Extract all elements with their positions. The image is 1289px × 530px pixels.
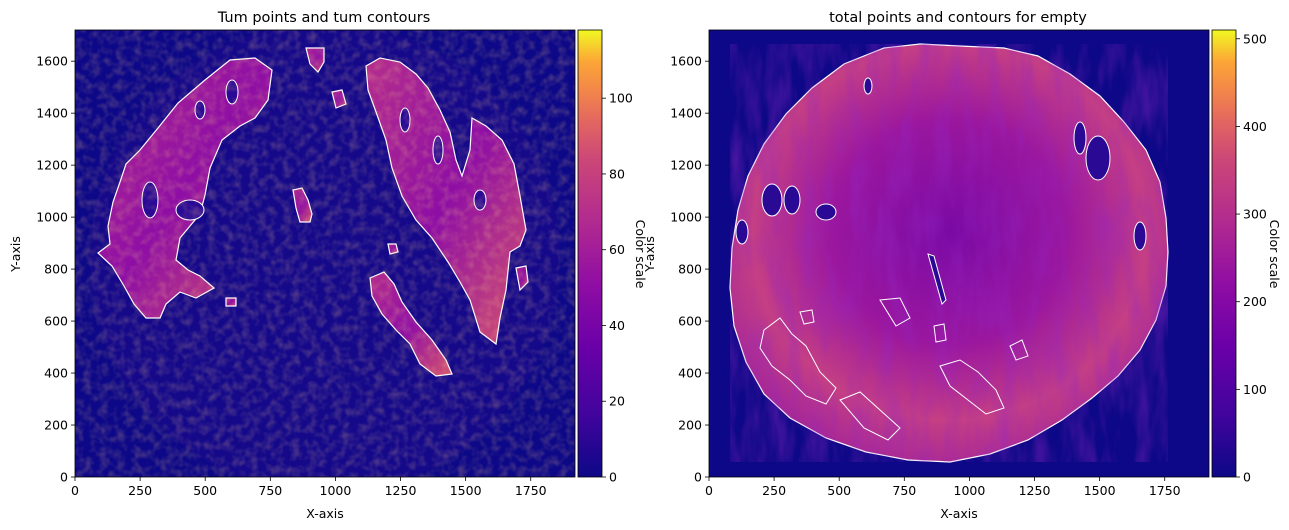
right-y-tick-label: 200 [678, 418, 702, 433]
left-plot-frame [74, 29, 576, 478]
left-heatmap-image [75, 30, 575, 477]
right-x-tick-label: 1500 [1084, 483, 1116, 498]
right-colorbar-tick-label: 0 [1243, 470, 1251, 485]
right-x-tick-label: 1000 [954, 483, 986, 498]
left-y-tick-label: 1400 [36, 106, 68, 121]
left-y-tick-label: 600 [44, 314, 68, 329]
right-x-tick-label: 250 [762, 483, 786, 498]
left-colorbar-ticks: 0 20 40 60 80 100 [602, 91, 633, 485]
right-plot-frame [708, 29, 1210, 478]
right-heatmap-image [709, 30, 1209, 477]
left-x-axis-label: X-axis [306, 506, 344, 521]
left-x-tick-label: 1000 [320, 483, 352, 498]
right-y-ticks: 0 200 400 600 800 1000 1200 1400 1600 [670, 54, 709, 485]
right-colorbar-ticks: 0 100 200 300 400 500 [1236, 31, 1267, 485]
left-y-tick-label: 1000 [36, 210, 68, 225]
left-y-axis-label: Y-axis [8, 236, 23, 273]
right-y-tick-label: 0 [694, 470, 702, 485]
right-x-ticks: 0 250 500 750 1000 1250 1500 1750 [705, 477, 1181, 498]
left-y-tick-label: 200 [44, 418, 68, 433]
left-heatmap-panel: Tum points and tum contours [8, 10, 648, 521]
right-heatmap-panel: total points and contours for empty [642, 10, 1282, 521]
left-colorbar-tick-label: 60 [609, 242, 625, 257]
left-y-tick-label: 1200 [36, 158, 68, 173]
right-colorbar-label: Color scale [1267, 220, 1282, 289]
left-y-tick-label: 800 [44, 262, 68, 277]
left-y-tick-label: 0 [60, 470, 68, 485]
right-x-tick-label: 750 [892, 483, 916, 498]
right-x-axis-label: X-axis [940, 506, 978, 521]
left-colorbar-label: Color scale [633, 220, 648, 289]
left-y-ticks: 0 200 400 600 800 1000 1200 1400 1600 [36, 54, 75, 485]
right-x-tick-label: 1250 [1019, 483, 1051, 498]
left-x-ticks: 0 250 500 750 1000 1250 1500 1750 [71, 477, 547, 498]
right-colorbar-tick-label: 400 [1243, 119, 1267, 134]
left-colorbar-tick-label: 80 [609, 166, 625, 181]
left-x-tick-label: 1250 [385, 483, 417, 498]
right-y-axis-label: Y-axis [642, 236, 657, 273]
left-x-tick-label: 0 [71, 483, 79, 498]
right-y-tick-label: 600 [678, 314, 702, 329]
left-x-tick-label: 1750 [515, 483, 547, 498]
left-x-tick-label: 250 [128, 483, 152, 498]
right-x-tick-label: 1750 [1149, 483, 1181, 498]
right-colorbar [1211, 29, 1237, 478]
right-y-tick-label: 800 [678, 262, 702, 277]
left-colorbar [577, 29, 603, 478]
left-x-tick-label: 750 [258, 483, 282, 498]
right-y-tick-label: 400 [678, 366, 702, 381]
right-x-tick-label: 500 [827, 483, 851, 498]
left-y-tick-label: 1600 [36, 54, 68, 69]
right-colorbar-tick-label: 300 [1243, 207, 1267, 222]
left-x-tick-label: 500 [193, 483, 217, 498]
right-colorbar-tick-label: 200 [1243, 294, 1267, 309]
right-colorbar-tick-label: 500 [1243, 31, 1267, 46]
left-x-tick-label: 1500 [450, 483, 482, 498]
left-chart-title: Tum points and tum contours [217, 10, 431, 26]
left-colorbar-tick-label: 100 [609, 91, 633, 106]
right-y-tick-label: 1600 [670, 54, 702, 69]
left-y-tick-label: 400 [44, 366, 68, 381]
right-y-tick-label: 1200 [670, 158, 702, 173]
right-x-tick-label: 0 [705, 483, 713, 498]
right-y-tick-label: 1400 [670, 106, 702, 121]
left-colorbar-tick-label: 20 [609, 394, 625, 409]
left-colorbar-tick-label: 0 [609, 470, 617, 485]
right-y-tick-label: 1000 [670, 210, 702, 225]
right-chart-title: total points and contours for empty [829, 10, 1087, 26]
right-colorbar-tick-label: 100 [1243, 382, 1267, 397]
left-colorbar-tick-label: 40 [609, 318, 625, 333]
